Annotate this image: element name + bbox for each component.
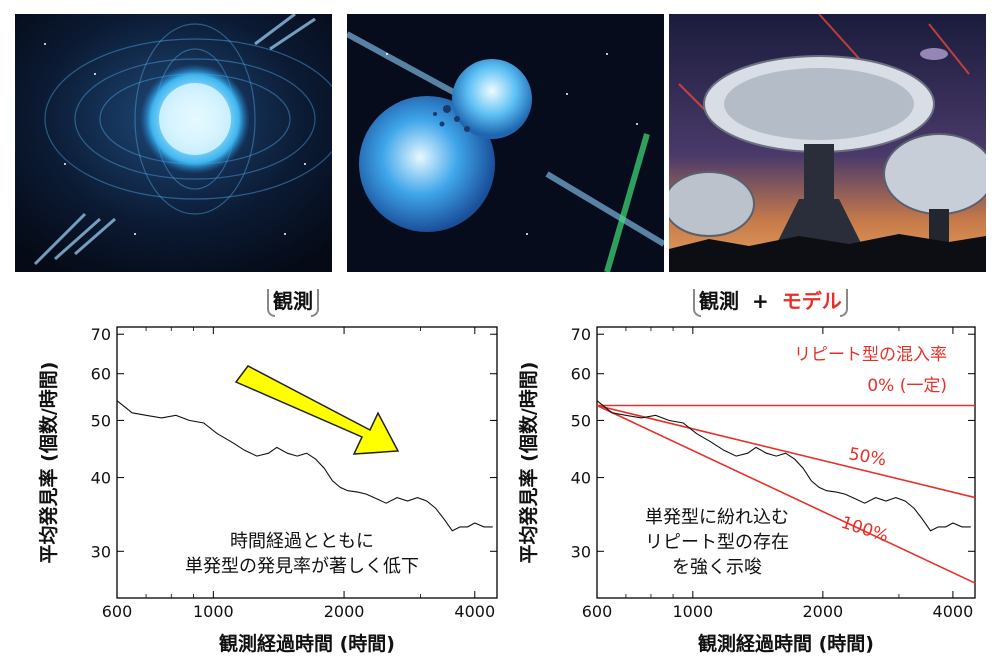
x-tick-label: 4000 bbox=[933, 602, 974, 621]
x-axis-label: 観測経過時間 (時間) bbox=[219, 632, 395, 655]
model-line bbox=[596, 404, 976, 499]
bracket-right bbox=[839, 289, 848, 317]
bracket-left bbox=[267, 289, 275, 317]
x-tick-label: 600 bbox=[582, 602, 613, 621]
y-tick-label: 60 bbox=[91, 365, 111, 384]
x-tick-label: 1000 bbox=[672, 602, 713, 621]
legend-title: リピート型の混入率 bbox=[794, 345, 947, 365]
chart-2: 600 1000 2000 4000 30 40 50 60 70 観測経過時間 (時間) 平均発見… bbox=[517, 325, 976, 655]
annotation-text: 単発型に紛れ込む bbox=[645, 507, 789, 528]
neutron-star-merger-illustration bbox=[347, 14, 664, 272]
x-tick-label: 4000 bbox=[454, 602, 495, 621]
y-axis-label: 平均発見率 (個数/時間) bbox=[517, 362, 540, 564]
y-tick-label: 50 bbox=[91, 411, 111, 430]
data-series-line bbox=[116, 400, 493, 532]
x-tick-label: 1000 bbox=[193, 602, 234, 621]
observation-tag: 観測 bbox=[267, 287, 319, 317]
y-tick-label: 50 bbox=[571, 411, 591, 430]
annotation-text: 単発型の発見率が著しく低下 bbox=[185, 556, 419, 577]
model-tag-label: モデル bbox=[781, 289, 842, 313]
observation-tag-label: 観測 bbox=[699, 289, 739, 313]
observation-model-tag: 観測 + モデル bbox=[693, 287, 848, 317]
x-tick-label: 2000 bbox=[324, 602, 365, 621]
annotation-text: を強く示唆 bbox=[672, 557, 762, 578]
y-tick-label: 30 bbox=[571, 542, 591, 561]
data-series-line bbox=[596, 400, 971, 532]
y-tick-label: 70 bbox=[571, 325, 591, 344]
x-tick-label: 600 bbox=[102, 602, 133, 621]
model-label: 50% bbox=[847, 444, 888, 470]
radio-telescope-illustration bbox=[669, 14, 986, 272]
bracket-left bbox=[693, 289, 701, 317]
decline-arrow bbox=[234, 365, 400, 455]
plot-frame bbox=[596, 326, 976, 599]
magnetar-illustration bbox=[15, 14, 332, 272]
y-tick-label: 40 bbox=[571, 469, 591, 488]
x-tick-label: 2000 bbox=[803, 602, 844, 621]
model-line bbox=[596, 404, 976, 584]
plot-frame bbox=[116, 326, 498, 599]
y-tick-label: 70 bbox=[91, 325, 111, 344]
y-axis-label: 平均発見率 (個数/時間) bbox=[37, 362, 60, 564]
y-tick-label: 30 bbox=[91, 542, 111, 561]
observation-tag-label: 観測 bbox=[273, 289, 313, 313]
model-label: 100% bbox=[838, 513, 890, 547]
chart-1: 600 1000 2000 4000 30 40 50 60 70 観測経過時間 (時間) 平均発見… bbox=[37, 325, 498, 655]
y-tick-label: 40 bbox=[91, 469, 111, 488]
model-label: 0% (一定) bbox=[867, 376, 947, 396]
plus-sign: + bbox=[751, 289, 769, 313]
y-tick-label: 60 bbox=[571, 365, 591, 384]
annotation-text: 時間経過とともに bbox=[230, 531, 374, 552]
x-axis-label: 観測経過時間 (時間) bbox=[698, 632, 874, 655]
annotation-text: リピート型の存在 bbox=[645, 532, 789, 553]
